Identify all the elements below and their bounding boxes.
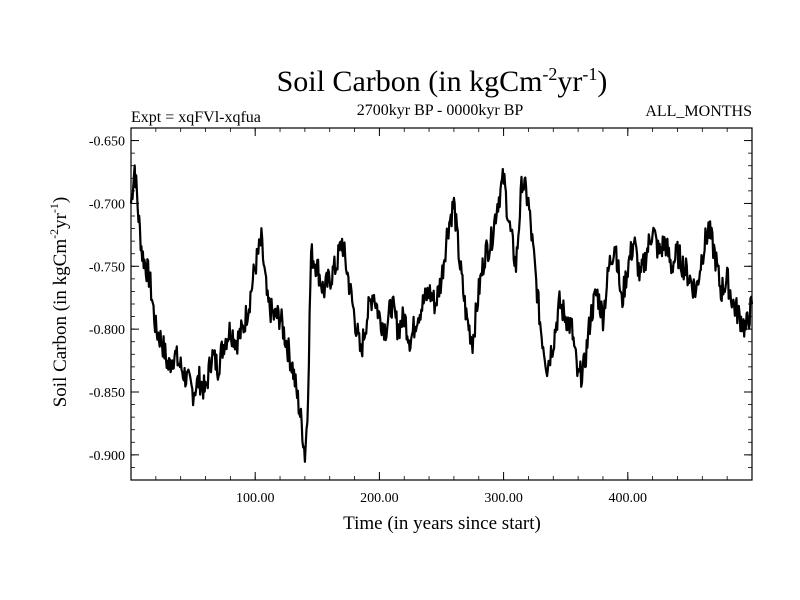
y-tick-label: -0.800	[89, 323, 125, 338]
y-tick-label: -0.700	[89, 197, 125, 212]
y-axis-ticks: -0.650 -0.700 -0.750 -0.800 -0.850 -0.900	[89, 127, 752, 481]
months-annotation: ALL_MONTHS	[645, 103, 752, 120]
x-tick-label: 400.00	[609, 491, 648, 506]
x-tick-label: 200.00	[360, 491, 399, 506]
y-axis-label: Soil Carbon (in kgCm-2yr-1)	[47, 197, 71, 408]
chart-subtitle: 2700kyr BP - 0000kyr BP	[357, 102, 524, 119]
x-tick-label: 300.00	[484, 491, 523, 506]
x-axis-ticks: 100.00 200.00 300.00 400.00	[155, 128, 728, 506]
y-tick-label: -0.650	[89, 135, 125, 150]
experiment-annotation: Expt = xqFVl-xqfua	[131, 109, 261, 126]
y-tick-label: -0.750	[89, 260, 125, 275]
y-tick-label: -0.900	[89, 449, 125, 464]
y-tick-label: -0.850	[89, 386, 125, 401]
x-axis-label: Time (in years since start)	[343, 513, 541, 534]
plot-frame	[130, 127, 753, 481]
x-tick-label: 100.00	[236, 491, 275, 506]
chart-title: Soil Carbon (in kgCm-2yr-1)	[277, 64, 608, 98]
soil-carbon-series-line	[129, 164, 754, 463]
